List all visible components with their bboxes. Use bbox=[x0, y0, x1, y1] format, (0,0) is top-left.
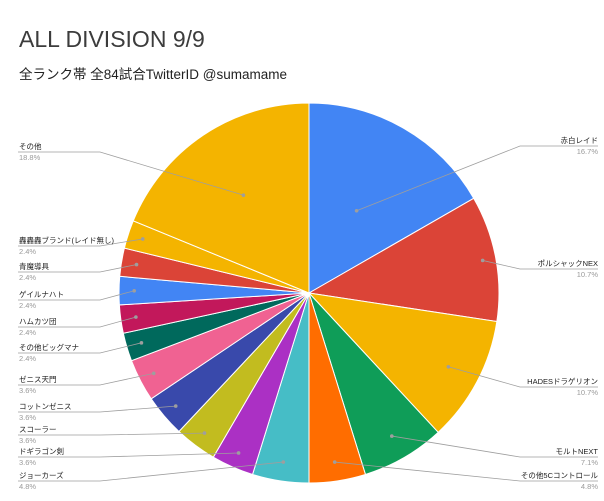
leader-line bbox=[18, 461, 284, 482]
leader-line bbox=[334, 461, 598, 482]
slice-label: ゲイルナハト bbox=[19, 290, 64, 299]
slice-percent: 4.8% bbox=[19, 482, 36, 491]
slice-label: ハムカツ団 bbox=[19, 317, 57, 326]
slice-percent: 16.7% bbox=[577, 147, 599, 156]
slice-label: ドギラゴン剣 bbox=[19, 446, 64, 456]
slice-label: その他5Cコントロール bbox=[521, 470, 599, 480]
slice-label: 轟轟轟ブランド(レイド無し) bbox=[19, 235, 114, 245]
slice-percent: 2.4% bbox=[19, 301, 36, 310]
leader-line bbox=[18, 316, 136, 328]
slice-label: HADESドラゲリオン bbox=[527, 377, 598, 386]
slice-percent: 3.6% bbox=[19, 386, 36, 395]
pie-slice[interactable] bbox=[308, 102, 475, 294]
pie-slice[interactable] bbox=[132, 102, 310, 294]
leader-line bbox=[18, 238, 143, 247]
leader-line bbox=[18, 452, 239, 458]
leader-line bbox=[482, 260, 598, 270]
leader-line bbox=[356, 145, 598, 212]
slice-label: スコーラー bbox=[19, 425, 57, 434]
slice-label: ゼニス天門 bbox=[19, 374, 57, 384]
pie-slices bbox=[118, 102, 500, 484]
slice-labels: 赤白レイド 16.7% ポルシャックNEX 10.7% HADESドラゲリオン 10.7%… bbox=[19, 135, 598, 491]
leader-line bbox=[18, 432, 205, 436]
pie-slice[interactable] bbox=[307, 292, 498, 434]
slice-label: 赤白レイド bbox=[561, 135, 599, 145]
chart-subtitle: 全ランク帯 全84試合TwitterID @sumamame bbox=[19, 67, 287, 82]
slice-label: ポルシャックNEX bbox=[538, 259, 598, 268]
leader-line bbox=[18, 290, 135, 301]
slice-percent: 2.4% bbox=[19, 354, 36, 363]
pie-slice[interactable] bbox=[307, 197, 500, 323]
slice-percent: 4.8% bbox=[581, 482, 598, 491]
slice-label: ジョーカーズ bbox=[19, 470, 64, 480]
slice-percent: 10.7% bbox=[577, 388, 599, 397]
slice-percent: 3.6% bbox=[19, 458, 36, 467]
leader-line bbox=[391, 435, 598, 458]
slice-percent: 2.4% bbox=[19, 247, 36, 256]
slice-label: コットンゼニス bbox=[19, 401, 72, 411]
slice-percent: 3.6% bbox=[19, 413, 36, 422]
leader-lines bbox=[18, 145, 598, 482]
slice-label: モルトNEXT bbox=[555, 447, 598, 456]
slice-percent: 2.4% bbox=[19, 328, 36, 337]
slice-percent: 3.6% bbox=[19, 436, 36, 445]
slice-percent: 7.1% bbox=[581, 458, 598, 467]
slice-percent: 10.7% bbox=[577, 270, 599, 279]
leader-line bbox=[448, 366, 598, 388]
leader-line bbox=[18, 151, 244, 196]
slice-percent: 2.4% bbox=[19, 273, 36, 282]
slice-label: その他ビッグマナ bbox=[19, 342, 79, 352]
slice-label: 青魔導具 bbox=[19, 261, 49, 271]
leader-line bbox=[18, 264, 137, 273]
chart-title: ALL DIVISION 9/9 bbox=[19, 26, 205, 52]
slice-label: その他 bbox=[19, 141, 42, 151]
leader-line bbox=[18, 342, 142, 354]
leader-line bbox=[18, 405, 176, 413]
slice-percent: 18.8% bbox=[19, 153, 41, 162]
leader-line bbox=[18, 372, 154, 386]
